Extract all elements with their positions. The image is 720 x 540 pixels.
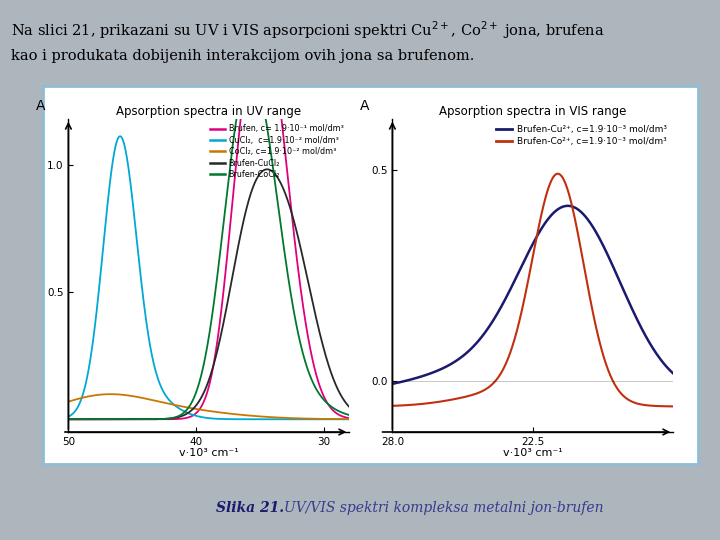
Text: kao i produkata dobijenih interakcijom ovih jona sa brufenom.: kao i produkata dobijenih interakcijom o… [11, 49, 474, 63]
Legend: Brufen, c= 1.9·10⁻¹ mol/dm³, CuCl₂,  c=1.9·10⁻² mol/dm³, CoCl₂, c=1.9·10⁻² mol/d: Brufen, c= 1.9·10⁻¹ mol/dm³, CuCl₂, c=1.… [209, 123, 345, 181]
Text: Na slici 21, prikazani su UV i VIS apsorpcioni spektri Cu$^{2+}$, Co$^{2+}$ jona: Na slici 21, prikazani su UV i VIS apsor… [11, 19, 605, 40]
X-axis label: v·10³ cm⁻¹: v·10³ cm⁻¹ [503, 448, 562, 458]
Text: UV/VIS spektri kompleksa metalni jon-brufen: UV/VIS spektri kompleksa metalni jon-bru… [284, 501, 604, 515]
Text: A: A [35, 98, 45, 112]
Title: Apsorption spectra in UV range: Apsorption spectra in UV range [116, 105, 302, 118]
Title: Apsorption spectra in VIS range: Apsorption spectra in VIS range [439, 105, 626, 118]
X-axis label: v·10³ cm⁻¹: v·10³ cm⁻¹ [179, 448, 238, 458]
Legend: Brufen-Cu²⁺, c=1.9·10⁻³ mol/dm³, Brufen-Co²⁺, c=1.9·10⁻³ mol/dm³: Brufen-Cu²⁺, c=1.9·10⁻³ mol/dm³, Brufen-… [495, 123, 669, 147]
Text: A: A [359, 98, 369, 112]
Text: Slika 21.: Slika 21. [216, 501, 284, 515]
